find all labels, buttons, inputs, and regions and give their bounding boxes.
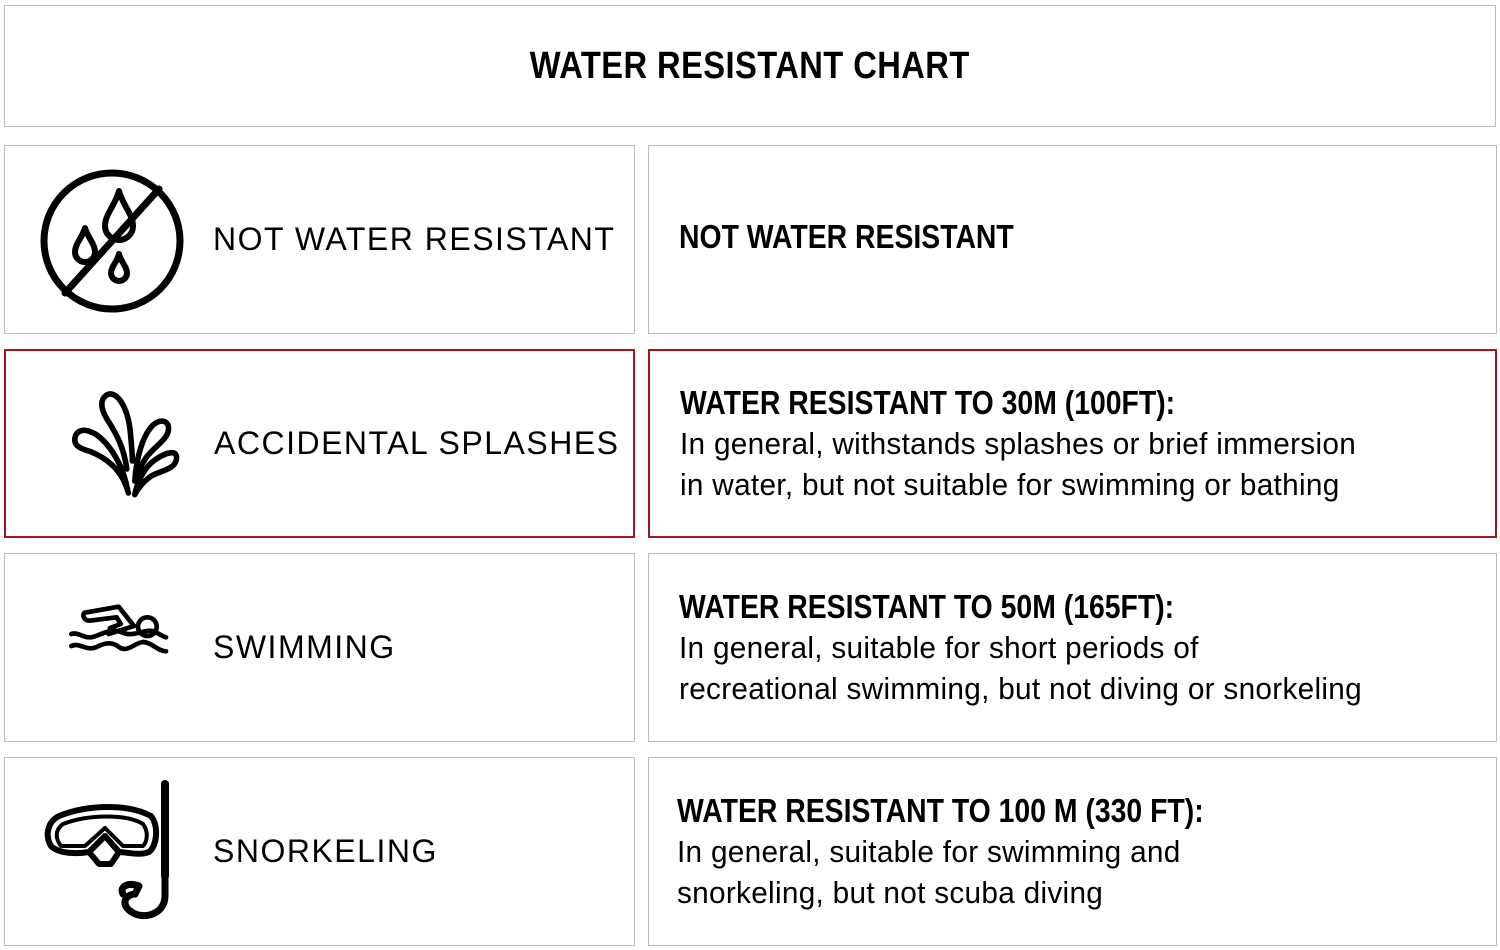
row-2-description-line-1: In general, withstands splashes or brief… bbox=[680, 426, 1357, 461]
chart-title-box: WATER RESISTANT CHART bbox=[4, 5, 1496, 127]
row-4-description-line-2: snorkeling, but not scuba diving bbox=[677, 875, 1104, 910]
row-3-description-line-1: In general, suitable for short periods o… bbox=[679, 630, 1199, 665]
row-2-icon-cell: ACCIDENTAL SPLASHES bbox=[4, 349, 635, 538]
row-1-description-cell: NOT WATER RESISTANT bbox=[648, 145, 1497, 334]
row-3-description-line-2: recreational swimming, but not diving or… bbox=[679, 671, 1362, 706]
chart-title: WATER RESISTANT CHART bbox=[530, 44, 970, 87]
row-3-icon-cell: SWIMMING bbox=[4, 553, 635, 742]
row-2-description-line-2: in water, but not suitable for swimming … bbox=[680, 467, 1340, 502]
swimmer-icon bbox=[69, 604, 169, 654]
row-2-description-cell: WATER RESISTANT TO 30M (100FT): In gener… bbox=[648, 349, 1497, 538]
row-4-heading: WATER RESISTANT TO 100 M (330 FT): bbox=[677, 792, 1204, 829]
row-4-label: SNORKELING bbox=[213, 833, 438, 869]
row-3-heading: WATER RESISTANT TO 50M (165FT): bbox=[679, 588, 1175, 625]
row-3-label: SWIMMING bbox=[213, 629, 396, 665]
splash-icon bbox=[72, 391, 180, 498]
row-1-heading: NOT WATER RESISTANT bbox=[679, 218, 1014, 255]
row-2-heading: WATER RESISTANT TO 30M (100FT): bbox=[680, 384, 1176, 421]
row-4-description-cell: WATER RESISTANT TO 100 M (330 FT): In ge… bbox=[648, 757, 1497, 946]
row-4-icon-cell: SNORKELING bbox=[4, 757, 635, 946]
snorkel-mask-icon bbox=[44, 780, 169, 920]
row-3-description-cell: WATER RESISTANT TO 50M (165FT): In gener… bbox=[648, 553, 1497, 742]
row-2-label: ACCIDENTAL SPLASHES bbox=[214, 425, 620, 461]
row-4-description-line-1: In general, suitable for swimming and bbox=[677, 834, 1181, 869]
row-1-label: NOT WATER RESISTANT bbox=[213, 221, 616, 257]
no-water-drops-icon bbox=[40, 169, 184, 313]
row-1-icon-cell: NOT WATER RESISTANT bbox=[4, 145, 635, 334]
